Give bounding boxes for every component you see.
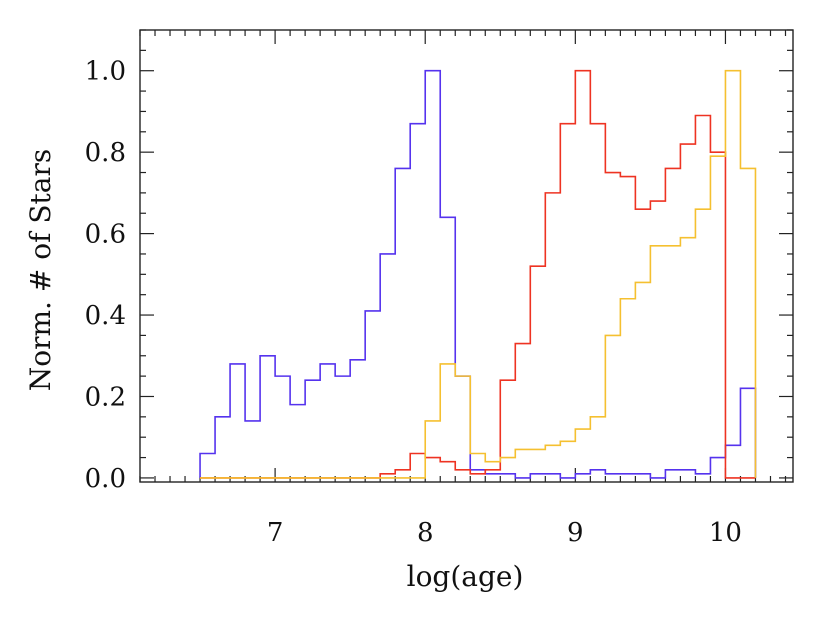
y-tick-label: 0.8: [85, 138, 126, 168]
x-tick-label: 10: [709, 518, 742, 548]
x-tick-label: 8: [417, 518, 434, 548]
plot-frame: [139, 29, 794, 483]
axis-ticks: [139, 29, 793, 482]
series-line-2: [200, 69, 756, 479]
series-layer: [199, 69, 757, 479]
x-axis-title: log(age): [407, 560, 524, 593]
series-line-3: [200, 69, 757, 479]
series-line-1: [199, 69, 757, 479]
tick-labels: 7 8 9 10 0.0 0.2 0.4 0.6 0.8 1.0: [85, 57, 742, 548]
y-axis-title: Norm. # of Stars: [24, 149, 57, 391]
y-tick-label: 0.4: [85, 301, 126, 331]
y-tick-label: 0.0: [85, 464, 126, 494]
x-tick-label: 9: [567, 518, 584, 548]
y-axis-title-group: Norm. # of Stars: [24, 149, 57, 391]
x-tick-label: 7: [267, 518, 284, 548]
y-tick-label: 0.6: [85, 220, 126, 250]
y-tick-label: 1.0: [85, 57, 126, 87]
y-tick-label: 0.2: [85, 382, 126, 412]
